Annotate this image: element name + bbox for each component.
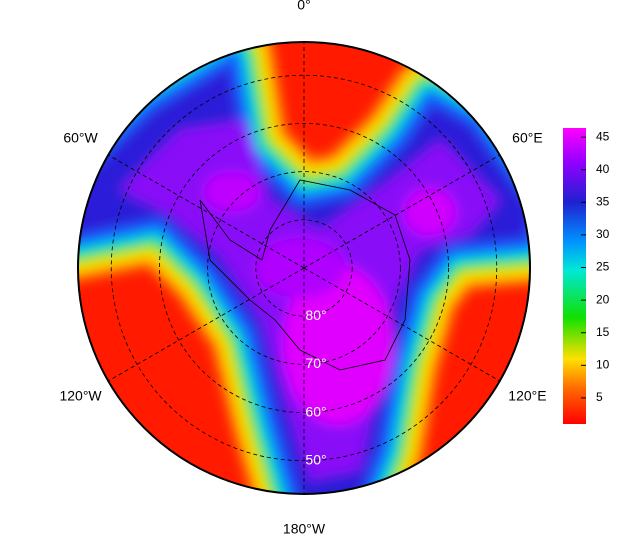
lon-label: 120°E — [508, 388, 546, 404]
colorbar-tick-label: 30 — [596, 227, 610, 241]
map-border — [77, 41, 531, 495]
lon-label: 60°W — [63, 130, 98, 146]
lat-label: 70° — [305, 355, 326, 371]
lat-label: 80° — [305, 307, 326, 323]
lat-label: 50° — [305, 451, 326, 467]
colorbar-tick-label: 15 — [596, 325, 610, 339]
lon-label: 120°W — [59, 388, 102, 404]
lon-label: 60°E — [512, 130, 543, 146]
meridian — [303, 267, 500, 382]
parallel — [207, 171, 401, 365]
colorbar-tick-label: 25 — [596, 260, 610, 274]
coastline — [199, 179, 411, 371]
graticule — [108, 42, 500, 494]
labels: 80° 70° 60° 50° 0° 60°E 120°E 180°W 120°W 60°W — [59, 0, 546, 537]
lon-label: 0° — [297, 0, 310, 13]
meridian — [108, 267, 305, 382]
colorbar-tick-label: 45 — [596, 129, 610, 143]
parallel — [255, 219, 353, 317]
colorbar-tick-label: 40 — [596, 162, 610, 176]
colorbar: 5 10 15 20 25 30 35 40 45 — [563, 128, 610, 424]
parallel — [159, 123, 449, 413]
lon-label: 180°W — [283, 521, 326, 537]
meridian — [108, 154, 305, 269]
field — [78, 42, 530, 494]
colorbar-tick-label: 35 — [596, 194, 610, 208]
lat-label: 60° — [305, 403, 326, 419]
colorbar-tick-label: 10 — [596, 357, 610, 371]
meridian — [303, 154, 500, 269]
colorbar-tick-label: 20 — [596, 292, 610, 306]
colorbar-tick-label: 5 — [596, 390, 603, 404]
colorbar-gradient — [563, 128, 586, 424]
